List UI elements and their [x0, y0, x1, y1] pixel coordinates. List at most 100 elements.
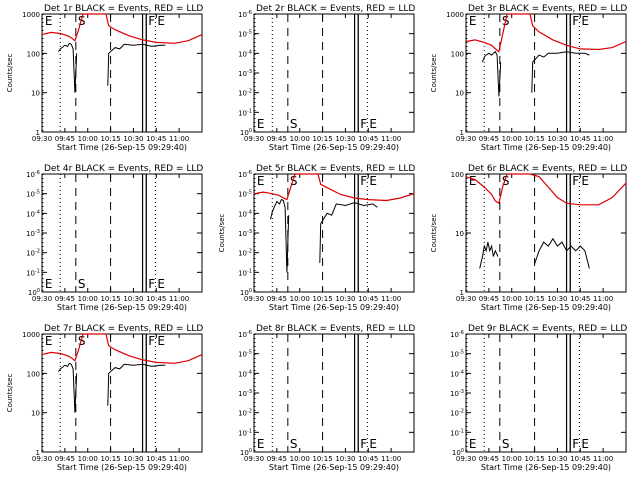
- x-tick-label: 10:45: [146, 135, 166, 143]
- x-tick-label: 10:00: [78, 455, 98, 463]
- plot-frame: [41, 13, 203, 133]
- y-tick-label: 10-6: [26, 170, 40, 179]
- panel-title: Det 5r BLACK = Events, RED = LLD: [256, 164, 415, 174]
- x-tick-label: 09:30: [32, 295, 52, 303]
- x-tick-label: 10:15: [312, 135, 332, 143]
- marker-label-e: E: [581, 437, 589, 451]
- y-tick-label: 10-6: [238, 330, 252, 339]
- y-tick-label: 10: [455, 90, 464, 98]
- y-tick-label: 10-4: [238, 209, 252, 218]
- y-tick-label: 10-1: [238, 108, 252, 117]
- x-tick-label: 10:30: [123, 135, 143, 143]
- x-tick-label: 10:00: [290, 295, 310, 303]
- y-tick-label: 10-3: [450, 389, 464, 398]
- y-tick-label: 100: [451, 171, 464, 179]
- lld-series-1: [41, 333, 203, 364]
- x-tick-label: 11:00: [593, 455, 613, 463]
- x-tick-label: 09:45: [55, 455, 75, 463]
- y-tick-label: 10-5: [238, 350, 252, 359]
- events-series-3: [107, 43, 166, 86]
- y-tick-label: 10-6: [238, 170, 252, 179]
- x-tick-label: 10:15: [524, 455, 544, 463]
- marker-label-s: S: [290, 174, 298, 188]
- x-tick-label: 11:00: [169, 455, 189, 463]
- events-series-2: [479, 241, 499, 269]
- marker-label-s: S: [502, 437, 510, 451]
- marker-label-e: E: [581, 14, 589, 28]
- y-axis-label: Counts/sec: [218, 214, 226, 253]
- marker-label-e: E: [257, 174, 265, 188]
- detector-panel-1: Det 1r BLACK = Events, RED = LLD 09:30 09:…: [6, 4, 203, 152]
- y-tick-label: 10-2: [238, 89, 252, 98]
- y-tick-label: 10-4: [238, 49, 252, 58]
- panel-title: Det 3r BLACK = Events, RED = LLD: [468, 4, 627, 14]
- detector-panel-6: Det 6r BLACK = Events, RED = LLD 09:30 09:…: [430, 164, 627, 312]
- y-tick-label: 10-5: [238, 190, 252, 199]
- marker-label-f: F: [572, 14, 579, 28]
- y-axis-label: Counts/sec: [6, 54, 14, 93]
- y-tick-label: 10-6: [238, 10, 252, 19]
- events-series-2: [482, 50, 502, 97]
- marker-label-e: E: [257, 117, 265, 131]
- x-tick-label: 09:45: [267, 295, 287, 303]
- y-tick-label: 10-3: [238, 229, 252, 238]
- plot-frame: [253, 13, 415, 133]
- x-tick-label: 10:45: [358, 295, 378, 303]
- x-tick-label: 11:00: [593, 135, 613, 143]
- x-axis-label: Start Time (26-Sep-15 09:29:40): [481, 303, 611, 312]
- marker-label-e: E: [157, 277, 165, 291]
- y-tick-label: 100: [452, 448, 464, 457]
- plot-frame: [41, 173, 203, 293]
- x-tick-label: 10:45: [146, 295, 166, 303]
- y-tick-label: 10-1: [238, 428, 252, 437]
- x-axis-label: Start Time (26-Sep-15 09:29:40): [57, 143, 187, 152]
- events-series-3: [534, 237, 590, 269]
- y-tick-label: 100: [240, 128, 252, 137]
- detector-panel-5: Det 5r BLACK = Events, RED = LLD 09:30 09:…: [218, 164, 415, 312]
- y-tick-label: 10-2: [26, 249, 40, 258]
- x-tick-label: 10:15: [100, 295, 120, 303]
- x-axis-label: Start Time (26-Sep-15 09:29:40): [481, 143, 611, 152]
- x-tick-label: 11:00: [593, 295, 613, 303]
- x-tick-label: 11:00: [381, 455, 401, 463]
- x-axis-label: Start Time (26-Sep-15 09:29:40): [57, 463, 187, 472]
- marker-label-s: S: [290, 437, 298, 451]
- x-tick-label: 09:45: [55, 135, 75, 143]
- x-tick-label: 10:00: [78, 295, 98, 303]
- x-tick-label: 09:45: [479, 135, 499, 143]
- x-tick-label: 10:00: [290, 135, 310, 143]
- x-tick-label: 10:00: [78, 135, 98, 143]
- plot-frame: [465, 333, 627, 453]
- y-tick-label: 10-1: [26, 268, 40, 277]
- x-tick-label: 10:15: [100, 455, 120, 463]
- y-tick-label: 100: [451, 50, 464, 58]
- lld-series-1: [253, 173, 415, 202]
- y-tick-label: 10-2: [450, 409, 464, 418]
- marker-label-e: E: [469, 437, 477, 451]
- x-tick-label: 09:45: [479, 455, 499, 463]
- x-tick-label: 10:30: [335, 135, 355, 143]
- x-tick-label: 09:45: [55, 295, 75, 303]
- detector-panel-8: Det 8r BLACK = Events, RED = LLD 09:30 09:…: [238, 324, 415, 472]
- marker-label-e: E: [369, 174, 377, 188]
- detector-panel-3: Det 3r BLACK = Events, RED = LLD 09:30 09:…: [430, 4, 627, 152]
- x-tick-label: 09:45: [267, 455, 287, 463]
- y-tick-label: 1: [460, 289, 464, 297]
- y-tick-label: 1: [36, 449, 40, 457]
- events-series-3: [107, 363, 166, 406]
- marker-label-f: F: [360, 117, 367, 131]
- x-tick-label: 10:45: [570, 455, 590, 463]
- x-tick-label: 10:30: [335, 455, 355, 463]
- y-tick-label: 10: [31, 410, 40, 418]
- panel-title: Det 8r BLACK = Events, RED = LLD: [256, 324, 415, 334]
- x-tick-label: 09:30: [456, 135, 476, 143]
- marker-label-f: F: [360, 174, 367, 188]
- x-tick-label: 10:00: [502, 295, 522, 303]
- x-tick-label: 10:30: [547, 135, 567, 143]
- x-tick-label: 09:45: [267, 135, 287, 143]
- y-tick-label: 10: [31, 90, 40, 98]
- y-tick-label: 100: [240, 288, 252, 297]
- x-axis-label: Start Time (26-Sep-15 09:29:40): [269, 303, 399, 312]
- y-tick-label: 1000: [22, 331, 40, 339]
